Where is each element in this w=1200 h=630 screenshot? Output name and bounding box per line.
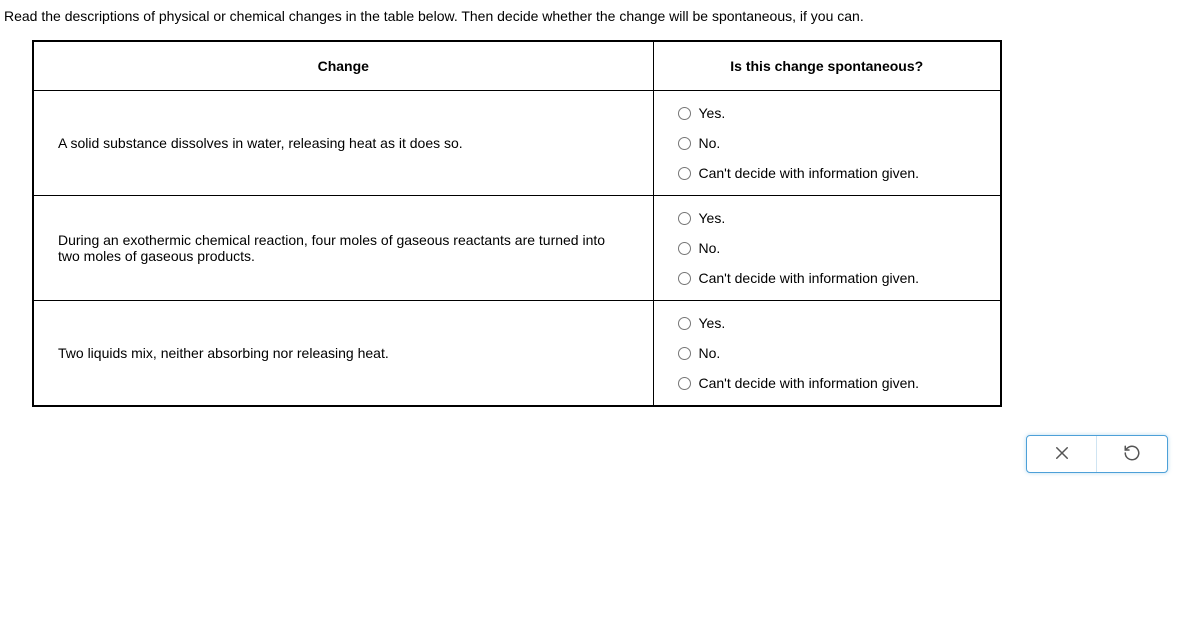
- option-label: Yes.: [699, 105, 726, 121]
- change-description: A solid substance dissolves in water, re…: [33, 91, 653, 196]
- radio-yes[interactable]: [678, 212, 691, 225]
- option-no[interactable]: No.: [678, 240, 977, 256]
- option-no[interactable]: No.: [678, 135, 977, 151]
- question-instruction: Read the descriptions of physical or che…: [0, 0, 1200, 40]
- option-label: No.: [699, 345, 721, 361]
- options-cell: Yes. No. Can't decide with information g…: [653, 301, 1001, 407]
- reset-button[interactable]: [1097, 436, 1167, 472]
- option-label: No.: [699, 240, 721, 256]
- answer-toolbar: [0, 435, 1168, 473]
- option-no[interactable]: No.: [678, 345, 977, 361]
- options-cell: Yes. No. Can't decide with information g…: [653, 91, 1001, 196]
- option-cant-decide[interactable]: Can't decide with information given.: [678, 270, 977, 286]
- change-description: During an exothermic chemical reaction, …: [33, 196, 653, 301]
- header-spontaneous: Is this change spontaneous?: [653, 41, 1001, 91]
- changes-table: Change Is this change spontaneous? A sol…: [32, 40, 1002, 407]
- option-yes[interactable]: Yes.: [678, 315, 977, 331]
- option-label: Can't decide with information given.: [699, 375, 920, 391]
- radio-yes[interactable]: [678, 107, 691, 120]
- radio-cant-decide[interactable]: [678, 167, 691, 180]
- reset-icon: [1123, 444, 1141, 465]
- change-description: Two liquids mix, neither absorbing nor r…: [33, 301, 653, 407]
- table-row: Two liquids mix, neither absorbing nor r…: [33, 301, 1001, 407]
- close-icon: [1053, 444, 1071, 465]
- option-label: Yes.: [699, 315, 726, 331]
- option-cant-decide[interactable]: Can't decide with information given.: [678, 165, 977, 181]
- option-cant-decide[interactable]: Can't decide with information given.: [678, 375, 977, 391]
- radio-no[interactable]: [678, 242, 691, 255]
- radio-no[interactable]: [678, 347, 691, 360]
- header-change: Change: [33, 41, 653, 91]
- radio-yes[interactable]: [678, 317, 691, 330]
- radio-no[interactable]: [678, 137, 691, 150]
- table-row: During an exothermic chemical reaction, …: [33, 196, 1001, 301]
- option-label: Can't decide with information given.: [699, 165, 920, 181]
- radio-cant-decide[interactable]: [678, 377, 691, 390]
- option-yes[interactable]: Yes.: [678, 105, 977, 121]
- option-label: Can't decide with information given.: [699, 270, 920, 286]
- radio-cant-decide[interactable]: [678, 272, 691, 285]
- option-label: No.: [699, 135, 721, 151]
- table-row: A solid substance dissolves in water, re…: [33, 91, 1001, 196]
- clear-button[interactable]: [1027, 436, 1097, 472]
- option-label: Yes.: [699, 210, 726, 226]
- options-cell: Yes. No. Can't decide with information g…: [653, 196, 1001, 301]
- option-yes[interactable]: Yes.: [678, 210, 977, 226]
